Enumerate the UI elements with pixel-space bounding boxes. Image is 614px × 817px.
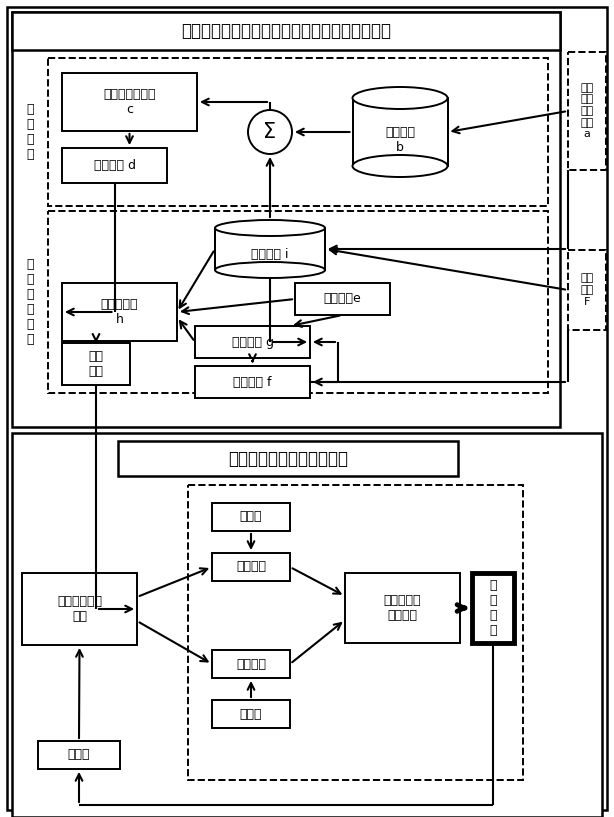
Bar <box>215 228 325 270</box>
Bar <box>118 441 458 476</box>
Bar <box>345 573 460 643</box>
Ellipse shape <box>215 220 325 236</box>
Text: Σ: Σ <box>263 122 276 142</box>
Text: 离
线
学
习: 离 线 学 习 <box>26 103 34 161</box>
Text: 期望
转角: 期望 转角 <box>88 350 104 378</box>
Text: 回报函数e: 回报函数e <box>324 292 362 306</box>
Bar <box>352 98 448 166</box>
Bar <box>12 433 602 817</box>
Bar <box>38 741 120 769</box>
Bar <box>62 73 197 131</box>
Bar <box>212 650 290 678</box>
Bar <box>568 52 606 170</box>
Bar <box>472 573 514 643</box>
Text: 逆变器一: 逆变器一 <box>236 560 266 574</box>
Bar <box>12 12 560 427</box>
Bar <box>48 58 548 206</box>
Text: 评价函数 f: 评价函数 f <box>233 376 272 389</box>
Bar <box>212 503 290 531</box>
Bar <box>12 12 560 50</box>
Bar <box>62 148 167 183</box>
Text: 转
向
机
构: 转 向 机 构 <box>489 579 497 637</box>
Text: 多性能目标下的纵横向协同自评判优化决策方法: 多性能目标下的纵横向协同自评判优化决策方法 <box>181 22 391 40</box>
Text: 历史数据
b: 历史数据 b <box>385 126 415 154</box>
Text: 双源主从协同
控制: 双源主从协同 控制 <box>57 595 102 623</box>
Ellipse shape <box>215 262 325 278</box>
Bar <box>195 326 310 358</box>
Bar <box>62 343 130 385</box>
Ellipse shape <box>352 155 448 177</box>
Bar <box>62 283 177 341</box>
Bar <box>568 250 606 330</box>
Text: 在线策略 i: 在线策略 i <box>251 248 289 261</box>
Text: 传感器: 传感器 <box>68 748 90 761</box>
Text: 在线学习率
h: 在线学习率 h <box>101 298 138 326</box>
Text: 开绕组永磁
同步电机: 开绕组永磁 同步电机 <box>384 594 421 622</box>
Bar <box>212 553 290 581</box>
Text: 驾驶
员经
验数
据集
a: 驾驶 员经 验数 据集 a <box>580 83 594 139</box>
Ellipse shape <box>352 87 448 109</box>
Text: 高低双源主从协同控制方法: 高低双源主从协同控制方法 <box>228 449 348 467</box>
Text: 电源二: 电源二 <box>239 708 262 721</box>
Bar <box>188 485 523 780</box>
Text: 在
线
强
化
学
习: 在 线 强 化 学 习 <box>26 258 34 346</box>
Text: 环境
感知
F: 环境 感知 F <box>580 274 594 306</box>
Text: 多尺度神经网络
c: 多尺度神经网络 c <box>103 88 156 116</box>
Text: 评价误差 g: 评价误差 g <box>231 336 273 349</box>
Bar <box>48 211 548 393</box>
Text: 逆变器二: 逆变器二 <box>236 658 266 671</box>
Bar <box>295 283 390 315</box>
Circle shape <box>248 110 292 154</box>
Text: 电源一: 电源一 <box>239 511 262 524</box>
Bar <box>22 573 137 645</box>
Bar <box>195 366 310 398</box>
Bar <box>212 700 290 728</box>
Text: 离线策略 d: 离线策略 d <box>93 159 136 172</box>
